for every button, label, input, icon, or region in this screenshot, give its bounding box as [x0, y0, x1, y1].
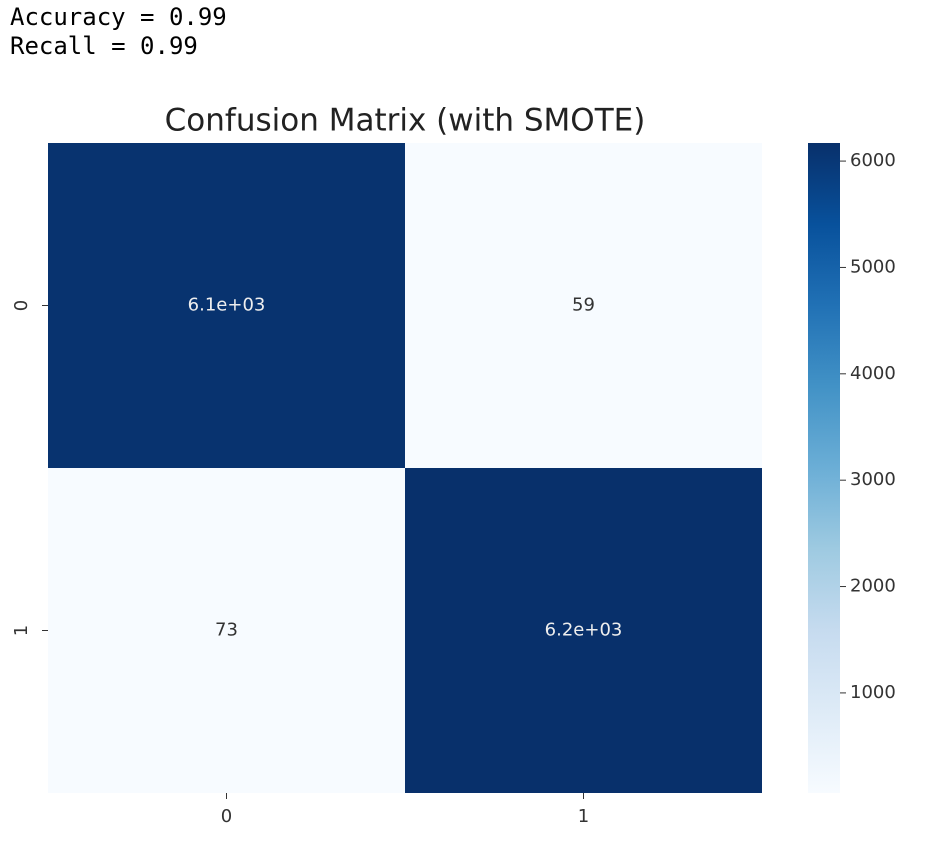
heatmap-cell: [405, 468, 762, 793]
heatmap-cell: [405, 143, 762, 468]
cell-label: 6.2e+03: [545, 620, 623, 641]
colorbar-tick-label: 4000: [850, 363, 896, 384]
output-line: Accuracy = 0.99: [10, 3, 227, 31]
x-tick-label: 1: [578, 806, 589, 827]
colorbar-tick-label: 1000: [850, 682, 896, 703]
colorbar-tick-label: 3000: [850, 469, 896, 490]
output-line: Recall = 0.99: [10, 32, 198, 60]
chart-title: Confusion Matrix (with SMOTE): [165, 103, 646, 139]
cell-label: 59: [572, 295, 595, 316]
colorbar-tick-label: 5000: [850, 256, 896, 277]
colorbar-tick-label: 2000: [850, 576, 896, 597]
cell-label: 73: [215, 620, 238, 641]
cell-label: 6.1e+03: [188, 295, 266, 316]
colorbar: [808, 143, 840, 793]
colorbar-tick-label: 6000: [850, 150, 896, 171]
y-tick-label: 0: [11, 300, 32, 311]
x-tick-label: 0: [221, 806, 232, 827]
heatmap-cell: [48, 143, 405, 468]
y-tick-label: 1: [11, 625, 32, 636]
heatmap-cell: [48, 468, 405, 793]
